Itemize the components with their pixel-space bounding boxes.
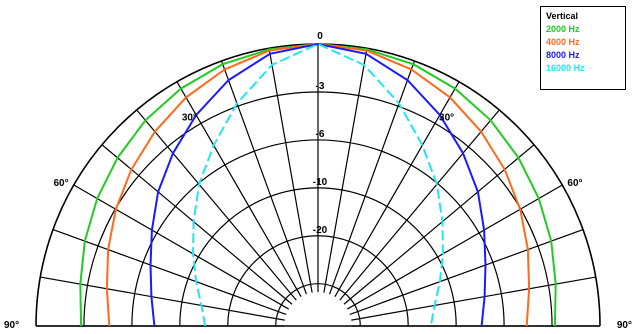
radial-label: -10 — [313, 177, 328, 188]
grid-spoke — [330, 61, 415, 294]
angle-label: 60° — [567, 178, 582, 189]
legend: Vertical 2000 Hz 4000 Hz 8000 Hz 16000 Hz — [540, 6, 626, 90]
legend-title: Vertical — [546, 10, 620, 23]
legend-item: 2000 Hz — [546, 23, 620, 36]
angle-label: 60° — [53, 178, 68, 189]
legend-item: 4000 Hz — [546, 36, 620, 49]
grid-spoke — [222, 61, 307, 294]
grid-spoke — [351, 277, 595, 320]
radial-label: -6 — [316, 129, 325, 140]
grid-spoke — [269, 48, 312, 292]
angle-label: 30° — [439, 112, 454, 123]
grid-spoke — [40, 277, 284, 320]
legend-item: 16000 Hz — [546, 62, 620, 75]
radial-label: 0 — [317, 31, 323, 42]
grid-spoke — [350, 230, 583, 315]
angle-label: 30° — [182, 112, 197, 123]
grid-spoke — [324, 48, 367, 292]
angle-label: 90° — [617, 320, 632, 331]
radial-label: -20 — [313, 225, 328, 236]
legend-item: 8000 Hz — [546, 49, 620, 62]
legend-items: 2000 Hz 4000 Hz 8000 Hz 16000 Hz — [546, 23, 620, 75]
grid-spoke — [53, 230, 286, 315]
grid-spoke — [137, 110, 297, 300]
radial-label: -3 — [316, 81, 325, 92]
grid-spoke — [344, 145, 534, 305]
angle-label: 90° — [4, 320, 19, 331]
grid-spoke — [102, 145, 292, 305]
